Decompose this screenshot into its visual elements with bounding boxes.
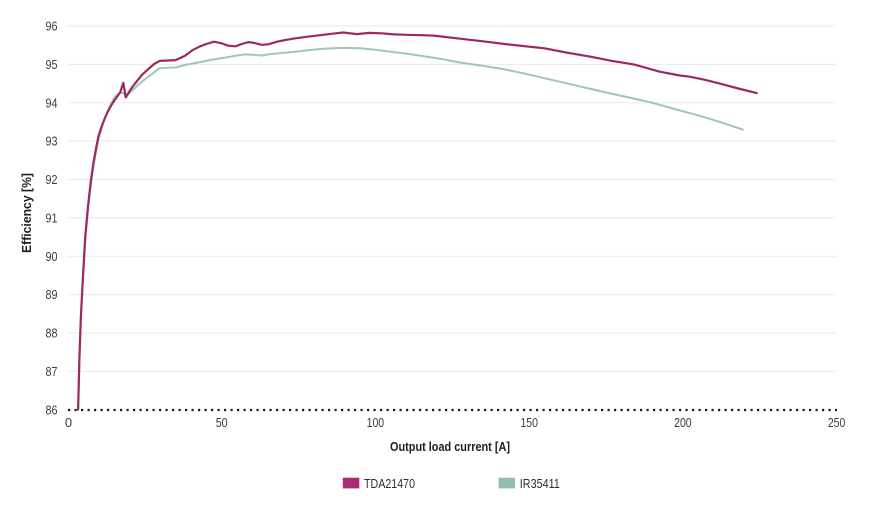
svg-text:87: 87 [46,364,58,379]
svg-text:TDA21470: TDA21470 [364,476,415,491]
svg-text:200: 200 [674,415,692,430]
svg-text:93: 93 [46,134,58,149]
svg-text:Output load current [A]: Output load current [A] [390,439,510,454]
svg-text:150: 150 [520,415,538,430]
svg-text:92: 92 [46,172,58,187]
svg-text:94: 94 [46,95,58,110]
svg-text:91: 91 [46,210,58,225]
svg-text:100: 100 [367,415,385,430]
svg-text:86: 86 [46,402,58,417]
svg-text:89: 89 [46,287,58,302]
svg-text:Efficiency [%]: Efficiency [%] [19,173,34,253]
svg-text:88: 88 [46,326,58,341]
svg-text:96: 96 [46,19,58,34]
svg-text:50: 50 [216,415,228,430]
svg-text:250: 250 [828,415,846,430]
svg-text:90: 90 [46,249,58,264]
svg-text:IR35411: IR35411 [520,476,560,491]
svg-text:95: 95 [46,57,58,72]
svg-text:0: 0 [65,415,72,430]
